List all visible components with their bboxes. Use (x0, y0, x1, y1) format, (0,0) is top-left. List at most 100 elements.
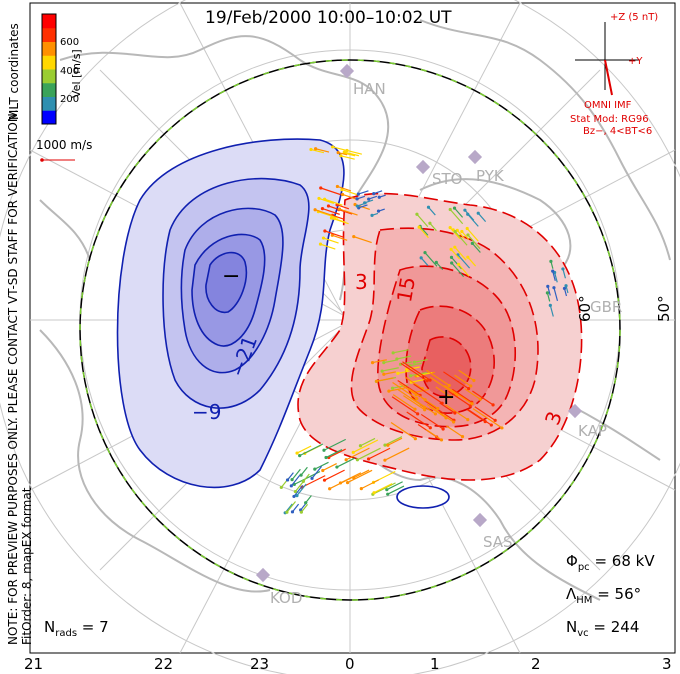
mlt-tick-2: 2 (531, 655, 541, 673)
velocity-vector-origin (382, 361, 386, 365)
velocity-vector (472, 408, 503, 429)
mlt-tick-22: 22 (154, 655, 174, 673)
velocity-vector-origin (320, 207, 325, 211)
velocity-vector (328, 448, 346, 459)
velocity-vector (419, 225, 429, 236)
colorbar-segment (42, 82, 56, 97)
colorbar-segment (42, 55, 56, 70)
velocity-vector (424, 400, 455, 421)
velocity-vector-origin (466, 233, 470, 237)
mlt-tick-21: 21 (24, 655, 44, 673)
velocity-vector-origin (448, 226, 452, 230)
velocity-vector-origin (448, 207, 452, 212)
velocity-vector-origin (489, 423, 493, 427)
colorbar-tick-200: 200 (60, 94, 80, 105)
velocity-vector (322, 208, 340, 215)
velocity-vector (553, 287, 559, 302)
imf-bz-label: +Z (5 nT) (610, 12, 659, 23)
velocity-vector-origin (376, 209, 381, 213)
velocity-vector (390, 422, 416, 440)
velocity-vector (332, 214, 344, 220)
velocity-vector (454, 207, 464, 218)
imf-by-label: +Y (628, 56, 643, 67)
mlt-tick-1: 1 (430, 655, 440, 673)
velocity-vector-origin (337, 207, 342, 211)
coords-label: MLT coordinates (7, 23, 21, 120)
velocity-vector-origin (396, 371, 400, 375)
velocity-vector (443, 371, 469, 390)
velocity-vector-origin (292, 494, 296, 499)
velocity-vector (410, 362, 422, 367)
velocity-vector (341, 189, 358, 196)
velocity-vector-origin (449, 247, 453, 251)
velocity-vector (291, 503, 300, 513)
lambda-hm-value: 56° (614, 585, 642, 603)
velocity-vector (414, 388, 430, 393)
velocity-vector-origin (336, 150, 340, 155)
velocity-vector-origin (290, 477, 294, 482)
velocity-vector (372, 359, 387, 364)
velocity-vector-origin (321, 236, 326, 240)
velocity-vector-origin (319, 186, 323, 190)
velocity-vector (421, 397, 439, 409)
velocity-vector (383, 371, 396, 375)
velocity-vector-origin (434, 260, 438, 264)
velocity-vector-origin (440, 401, 444, 405)
velocity-vector (357, 447, 381, 461)
velocity-vector (435, 386, 452, 398)
velocity-vector (397, 379, 421, 396)
velocity-vector-origin (330, 233, 334, 237)
velocity-vector (318, 211, 339, 219)
velocity-vector-origin (352, 235, 356, 239)
velocity-vector-origin (372, 191, 376, 196)
velocity-vector (346, 149, 362, 155)
velocity-vector (391, 396, 418, 415)
velocity-vector (562, 268, 566, 279)
nrads-value: 7 (99, 618, 109, 636)
velocity-vector (383, 359, 398, 364)
velocity-vector (410, 397, 436, 415)
velocity-vector (461, 231, 470, 240)
velocity-vector (331, 217, 349, 225)
velocity-vector (454, 246, 467, 261)
velocity-vector (403, 395, 425, 411)
mlt-tick-23: 23 (250, 655, 270, 673)
velocity-vectors (279, 145, 569, 515)
velocity-vector (286, 501, 296, 513)
velocity-colorbar (41, 13, 57, 125)
velocity-vector (314, 209, 333, 217)
velocity-vector (310, 148, 325, 154)
velocity-vector (368, 447, 391, 460)
velocity-vector (413, 383, 443, 404)
velocity-vector (449, 209, 464, 225)
velocity-vector (451, 256, 462, 270)
velocity-vector (347, 469, 373, 484)
velocity-vector (311, 465, 323, 479)
velocity-vector-origin (355, 458, 360, 462)
velocity-vector-origin (386, 443, 390, 447)
velocity-vector (554, 272, 558, 283)
velocity-vector-origin (469, 384, 473, 388)
velocity-vector-origin (331, 145, 335, 149)
velocity-vector-origin (483, 419, 487, 424)
velocity-vector (322, 463, 337, 472)
velocity-vector-origin (313, 467, 317, 471)
velocity-vector-origin (295, 494, 299, 498)
velocity-vector (345, 447, 370, 461)
velocity-vector-origin (466, 418, 470, 422)
velocity-vector-origin (314, 147, 318, 151)
velocity-vector (376, 377, 394, 382)
velocity-vector-origin (390, 386, 395, 390)
velocity-vector-origin (546, 284, 550, 288)
velocity-vector-origin (386, 492, 390, 496)
velocity-vector (357, 202, 367, 207)
station-pyk: PYK (476, 167, 504, 185)
velocity-vector-origin (293, 489, 297, 494)
velocity-vector-origin (561, 267, 565, 271)
velocity-vector-origin (339, 154, 343, 158)
velocity-vector (293, 485, 304, 497)
velocity-vector-origin (428, 221, 432, 225)
velocity-vector (315, 148, 330, 153)
nrads-stat: Nrads = 7 (44, 618, 109, 639)
velocity-vector (344, 152, 356, 157)
